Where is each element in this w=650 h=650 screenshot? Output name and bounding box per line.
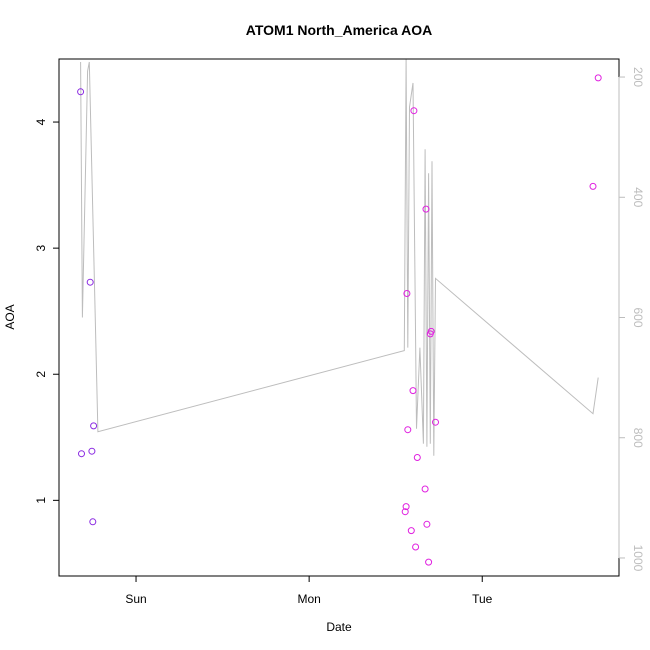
data-point	[86, 278, 94, 286]
data-point	[78, 450, 85, 458]
axes: 1 2 3 4 Sun Mon Tue 200 400 600 800 1000	[34, 67, 645, 606]
y2-tick-label: 400	[631, 187, 645, 207]
data-point	[409, 387, 417, 395]
data-point	[402, 503, 410, 511]
chart-title: ATOM1 North_America AOA	[246, 22, 432, 38]
line-series	[80, 59, 599, 456]
data-point	[413, 454, 421, 461]
data-point	[90, 422, 98, 430]
y2-tick-label: 600	[631, 307, 645, 327]
plot-area	[77, 59, 602, 566]
y-axis-label: AOA	[3, 304, 17, 329]
data-point	[77, 88, 85, 96]
data-point	[594, 74, 602, 82]
data-point	[401, 508, 409, 516]
x-tick-label: Mon	[297, 592, 320, 606]
data-point	[432, 418, 439, 426]
data-point	[410, 107, 418, 115]
data-point	[589, 182, 597, 190]
x-tick-label: Tue	[472, 592, 493, 606]
x-tick-label: Sun	[125, 592, 146, 606]
y2-tick-label: 1000	[631, 545, 645, 572]
data-point	[421, 485, 429, 493]
data-point	[412, 543, 420, 551]
y-tick-label: 2	[34, 371, 48, 378]
data-point	[88, 447, 96, 455]
y-tick-label: 1	[34, 497, 48, 504]
data-point	[89, 518, 97, 526]
y-tick-label: 3	[34, 244, 48, 251]
data-point	[425, 558, 433, 566]
x-axis-label: Date	[326, 620, 352, 634]
data-point	[422, 205, 430, 213]
y2-tick-label: 200	[631, 67, 645, 87]
data-point	[423, 520, 431, 528]
data-point	[407, 527, 415, 535]
data-point	[404, 426, 412, 434]
data-point	[427, 327, 435, 335]
y2-tick-label: 800	[631, 428, 645, 448]
y-tick-label: 4	[34, 118, 48, 125]
data-point	[403, 290, 411, 297]
